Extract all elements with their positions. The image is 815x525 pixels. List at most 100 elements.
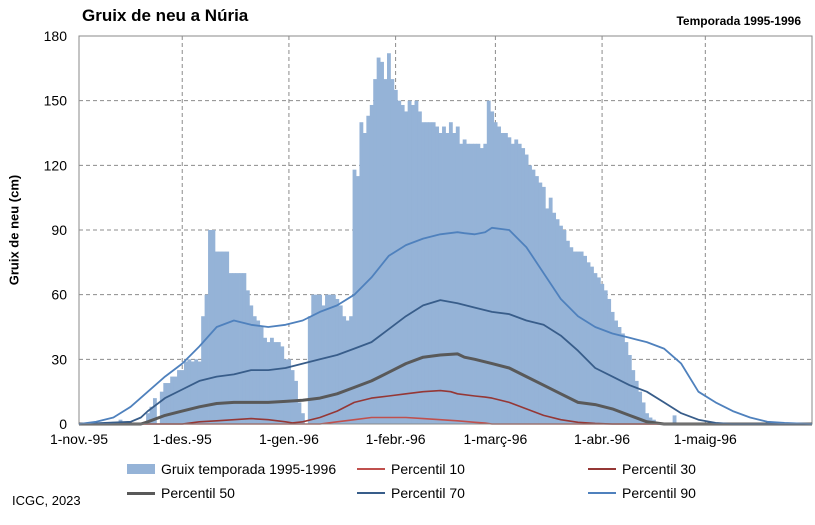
snow-depth-bar (366, 115, 371, 424)
snow-depth-bar (562, 230, 567, 424)
snow-depth-bar (476, 143, 481, 424)
snow-depth-bar (342, 316, 347, 424)
snow-depth-bar (183, 361, 188, 424)
snow-depth-bar (235, 273, 240, 424)
snow-depth-bar (507, 137, 512, 425)
snow-depth-bar (538, 182, 543, 424)
snow-depth-bar (173, 376, 178, 424)
snow-depth-bar (328, 294, 333, 424)
snow-depth-bar (400, 104, 405, 424)
x-tick-label: 1-març-96 (464, 431, 528, 447)
x-tick-label: 1-gen.-96 (259, 431, 319, 447)
snow-depth-bar (521, 148, 526, 425)
series-line-percentil-50 (79, 352, 812, 426)
snow-depth-bar (576, 251, 581, 424)
snow-depth-bar (586, 262, 591, 424)
snow-depth-bar (517, 143, 522, 424)
snow-depth-bar (600, 283, 605, 424)
snow-depth-bar (269, 337, 274, 424)
snow-depth-bar (218, 251, 223, 424)
snow-depth-bar (373, 79, 378, 424)
snow-depth-bar (383, 79, 388, 424)
snow-depth-bar (421, 122, 426, 424)
chart-title: Gruix de neu a Núria (82, 6, 249, 25)
snow-depth-bar (621, 333, 625, 424)
snow-depth-bar (645, 413, 649, 424)
snow-depth-bar (462, 139, 467, 424)
snow-depth-bar (349, 316, 353, 424)
snow-depth-bar (555, 219, 560, 424)
snow-depth-bar (504, 133, 508, 424)
snow-depth-bar (307, 316, 312, 424)
snow-depth-bar (445, 133, 450, 424)
snow-depth-bar (634, 380, 639, 424)
snow-depth-bar (390, 79, 395, 424)
snow-depth-bar (149, 406, 154, 424)
snow-depth-bar (249, 305, 254, 424)
snow-depth-bar (572, 251, 577, 424)
snow-depth-bar (159, 391, 164, 424)
snow-depth-bar (259, 327, 264, 424)
snow-depth-bar (417, 111, 422, 424)
snow-depth-bar (242, 273, 247, 424)
snow-depth-bar (287, 359, 292, 424)
snow-depth-bar (190, 361, 195, 424)
snow-depth-bar (631, 370, 636, 424)
snow-depth-bar (232, 273, 236, 424)
snow-depth-bar (177, 370, 181, 424)
snow-depth-bar (435, 126, 440, 425)
snow-depth-bar (559, 225, 563, 424)
footer-credit: ICGC, 2023 (12, 493, 81, 508)
snow-depth-bar (483, 143, 488, 424)
snow-depth-bar (541, 186, 546, 424)
snow-depth-bar (239, 273, 243, 424)
series-line-percentil-90 (78, 226, 813, 425)
snow-depth-bar (163, 383, 168, 424)
snow-depth-bar (280, 346, 285, 424)
snow-depth-bar (283, 359, 288, 424)
snow-depth-bar (583, 255, 587, 424)
snow-depth-bar (627, 355, 632, 424)
y-tick-label: 150 (44, 93, 68, 109)
snow-depth-bar (311, 294, 316, 424)
snow-depth-bar (479, 148, 484, 425)
snow-depth-bar (404, 111, 409, 424)
snow-depth-bar (638, 391, 643, 424)
snow-depth-bar (500, 133, 505, 424)
snow-depth-bar (214, 251, 219, 424)
snow-depth-bar (617, 327, 622, 424)
snow-depth-bar (428, 122, 433, 424)
x-tick-label: 1-des.-95 (153, 431, 212, 447)
snow-depth-bar (297, 402, 302, 424)
snow-depth-bar (528, 165, 532, 425)
snow-depth-bar (552, 212, 557, 424)
y-tick-label: 60 (51, 287, 67, 303)
snow-depth-bar (266, 342, 271, 424)
snow-depth-bar (497, 126, 501, 425)
snow-depth-bar (290, 370, 295, 424)
snow-depth-bar (245, 290, 250, 424)
snow-depth-bar (225, 251, 230, 424)
snow-depth-bar (469, 143, 474, 424)
snow-depth-bar (569, 247, 574, 424)
snow-depth-bar (473, 143, 477, 424)
snow-depth-bar (466, 143, 470, 424)
x-tick-label: 1-febr.-96 (366, 431, 426, 447)
snow-depth-bar (448, 122, 453, 424)
snow-depth-bar (455, 126, 460, 425)
snow-depth-bar (170, 376, 175, 424)
y-tick-label: 180 (44, 28, 68, 44)
snow-depth-bar (459, 143, 464, 424)
y-tick-label: 120 (44, 157, 68, 173)
snow-depth-bar (376, 57, 381, 425)
snow-depth-bar (166, 383, 171, 424)
snow-depth-bar (369, 104, 374, 424)
snow-depth-bar (276, 342, 281, 424)
snow-depth-bar (294, 380, 298, 424)
snow-depth-bar (534, 176, 539, 424)
snow-depth-bar (321, 305, 326, 424)
snow-depth-bar (510, 143, 515, 424)
snow-depth-bar (596, 277, 601, 424)
snow-depth-bar (362, 133, 367, 424)
snow-depth-bar (393, 89, 398, 424)
